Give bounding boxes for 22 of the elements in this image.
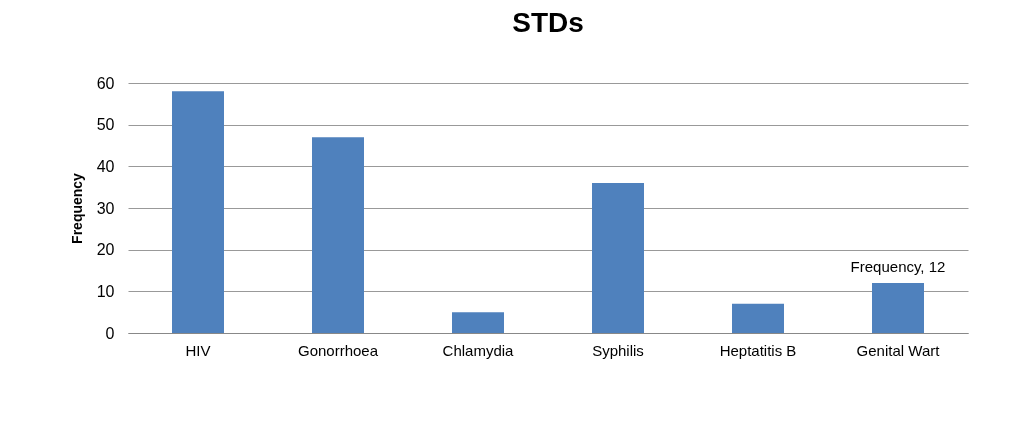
x-tick-label: Syphilis	[592, 341, 644, 359]
x-tick-label: HIV	[185, 341, 211, 359]
bar	[172, 91, 224, 333]
data-label: Frequency, 12	[850, 258, 946, 275]
x-tick-label: Heptatitis B	[719, 341, 797, 359]
bar	[592, 183, 644, 333]
bar	[732, 303, 784, 333]
y-tick-label: 60	[96, 74, 115, 92]
bar	[872, 283, 924, 333]
x-tick-label: Chlamydia	[442, 341, 515, 359]
y-tick-label: 40	[96, 157, 115, 175]
y-tick-label: 10	[96, 282, 115, 300]
bar	[452, 312, 504, 333]
x-tick-label: Gonorrhoea	[297, 341, 379, 359]
y-axis-title: Frequency	[68, 172, 85, 244]
y-tick-label: 0	[105, 324, 115, 342]
y-tick-label: 50	[96, 116, 115, 134]
y-tick-label: 30	[96, 199, 115, 217]
x-tick-label: Genital Wart	[856, 341, 941, 359]
y-tick-label: 20	[96, 241, 115, 259]
bar	[312, 137, 364, 333]
chart-title: STDs	[512, 7, 584, 39]
